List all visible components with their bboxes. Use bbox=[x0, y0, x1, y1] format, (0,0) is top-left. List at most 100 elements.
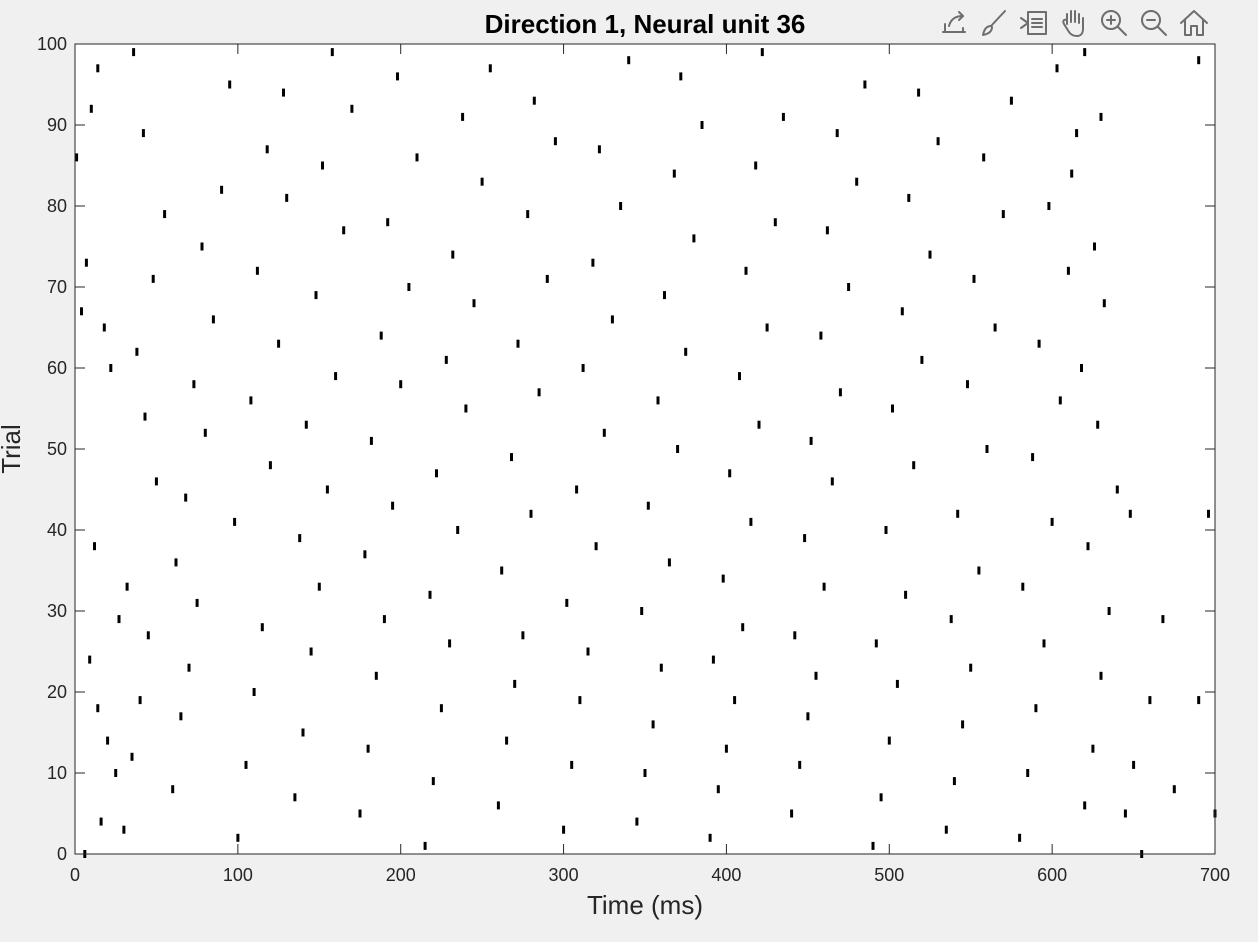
x-tick-label: 400 bbox=[711, 865, 741, 885]
datatip-button[interactable] bbox=[1014, 5, 1054, 41]
spike-mark bbox=[1096, 420, 1100, 429]
spike-mark bbox=[920, 355, 924, 364]
spike-mark bbox=[809, 436, 813, 445]
spike-mark bbox=[285, 193, 289, 202]
spike-mark bbox=[733, 696, 737, 705]
spike-mark bbox=[659, 663, 663, 672]
spike-mark bbox=[96, 704, 100, 713]
spike-mark bbox=[529, 509, 533, 518]
spike-mark bbox=[728, 469, 732, 478]
spike-mark bbox=[879, 793, 883, 802]
spike-mark bbox=[871, 841, 875, 850]
spike-mark bbox=[672, 169, 676, 178]
spike-mark bbox=[793, 631, 797, 640]
spike-mark bbox=[1132, 760, 1136, 769]
spike-mark bbox=[532, 96, 536, 105]
spike-mark bbox=[192, 380, 196, 389]
y-tick-label: 60 bbox=[47, 358, 67, 378]
spike-mark bbox=[825, 226, 829, 235]
spike-mark bbox=[282, 88, 285, 97]
spike-mark bbox=[765, 323, 769, 332]
spike-mark bbox=[369, 436, 373, 445]
spike-mark bbox=[847, 283, 851, 291]
spike-mark bbox=[838, 388, 842, 397]
x-tick-label: 0 bbox=[70, 865, 80, 885]
spike-mark bbox=[565, 598, 569, 607]
spike-mark bbox=[646, 501, 650, 510]
spike-mark bbox=[309, 647, 313, 656]
spike-marks bbox=[75, 48, 1217, 858]
pan-button[interactable] bbox=[1054, 5, 1094, 41]
spike-mark bbox=[516, 339, 520, 348]
spike-mark bbox=[887, 736, 891, 745]
spike-mark bbox=[1001, 210, 1005, 219]
spike-mark bbox=[464, 404, 468, 413]
spike-mark bbox=[643, 769, 647, 777]
spike-mark bbox=[1083, 801, 1087, 810]
x-tick-label: 600 bbox=[1037, 865, 1067, 885]
spike-mark bbox=[391, 501, 395, 510]
spike-mark bbox=[640, 607, 644, 615]
spike-mark bbox=[236, 833, 240, 842]
spike-mark bbox=[96, 64, 100, 73]
spike-mark bbox=[684, 347, 688, 356]
spike-mark bbox=[907, 193, 911, 202]
spike-mark bbox=[179, 712, 183, 721]
y-tick-label: 70 bbox=[47, 277, 67, 297]
spike-mark bbox=[1091, 744, 1095, 753]
spike-mark bbox=[106, 736, 110, 745]
home-button[interactable] bbox=[1174, 5, 1214, 41]
y-axis-ticks: 0 10 20 30 40 50 60 70 80 90 100 bbox=[37, 34, 1215, 864]
zoom-in-button[interactable] bbox=[1094, 5, 1134, 41]
spike-mark bbox=[330, 48, 334, 57]
spike-mark bbox=[203, 428, 207, 437]
spike-mark bbox=[200, 242, 204, 251]
spike-mark bbox=[798, 760, 802, 769]
spike-mark bbox=[1042, 639, 1046, 648]
spike-mark bbox=[676, 445, 680, 453]
spike-mark bbox=[1009, 96, 1013, 105]
y-tick-label: 40 bbox=[47, 520, 67, 540]
spike-mark bbox=[187, 663, 191, 672]
brush-button[interactable] bbox=[974, 5, 1014, 41]
spike-mark bbox=[724, 744, 728, 753]
spike-mark bbox=[428, 590, 432, 599]
x-axis-label: Time (ms) bbox=[587, 890, 703, 920]
spike-mark bbox=[1070, 169, 1074, 178]
home-icon bbox=[1180, 10, 1208, 36]
y-tick-label: 30 bbox=[47, 601, 67, 621]
spike-mark bbox=[301, 728, 305, 737]
spike-mark bbox=[830, 477, 834, 486]
y-tick-label: 50 bbox=[47, 439, 67, 459]
spike-mark bbox=[252, 688, 256, 696]
brush-icon bbox=[982, 10, 1006, 36]
spike-mark bbox=[874, 639, 878, 648]
spike-mark bbox=[135, 347, 139, 356]
spike-mark bbox=[505, 736, 509, 745]
spike-mark bbox=[1034, 704, 1038, 713]
spike-mark bbox=[1207, 509, 1210, 518]
spike-mark bbox=[952, 777, 956, 786]
spike-mark bbox=[744, 266, 748, 275]
spike-mark bbox=[93, 542, 96, 551]
spike-mark bbox=[806, 712, 810, 721]
y-tick-label: 80 bbox=[47, 196, 67, 216]
spike-mark bbox=[679, 72, 683, 81]
spike-mark bbox=[591, 258, 595, 267]
export-button[interactable] bbox=[934, 5, 974, 41]
spike-mark bbox=[993, 323, 997, 332]
spike-mark bbox=[594, 542, 598, 551]
spike-mark bbox=[1066, 266, 1070, 275]
spike-mark bbox=[407, 283, 411, 291]
spike-mark bbox=[255, 266, 259, 275]
spike-mark bbox=[366, 744, 370, 753]
spike-mark bbox=[220, 185, 224, 194]
spike-mark bbox=[500, 566, 504, 575]
spike-mark bbox=[363, 550, 367, 559]
spike-mark bbox=[304, 420, 308, 429]
zoom-out-button[interactable] bbox=[1134, 5, 1174, 41]
spike-mark bbox=[700, 121, 704, 129]
spike-mark bbox=[1058, 396, 1062, 405]
spike-mark bbox=[982, 153, 986, 162]
spike-mark bbox=[917, 88, 921, 97]
